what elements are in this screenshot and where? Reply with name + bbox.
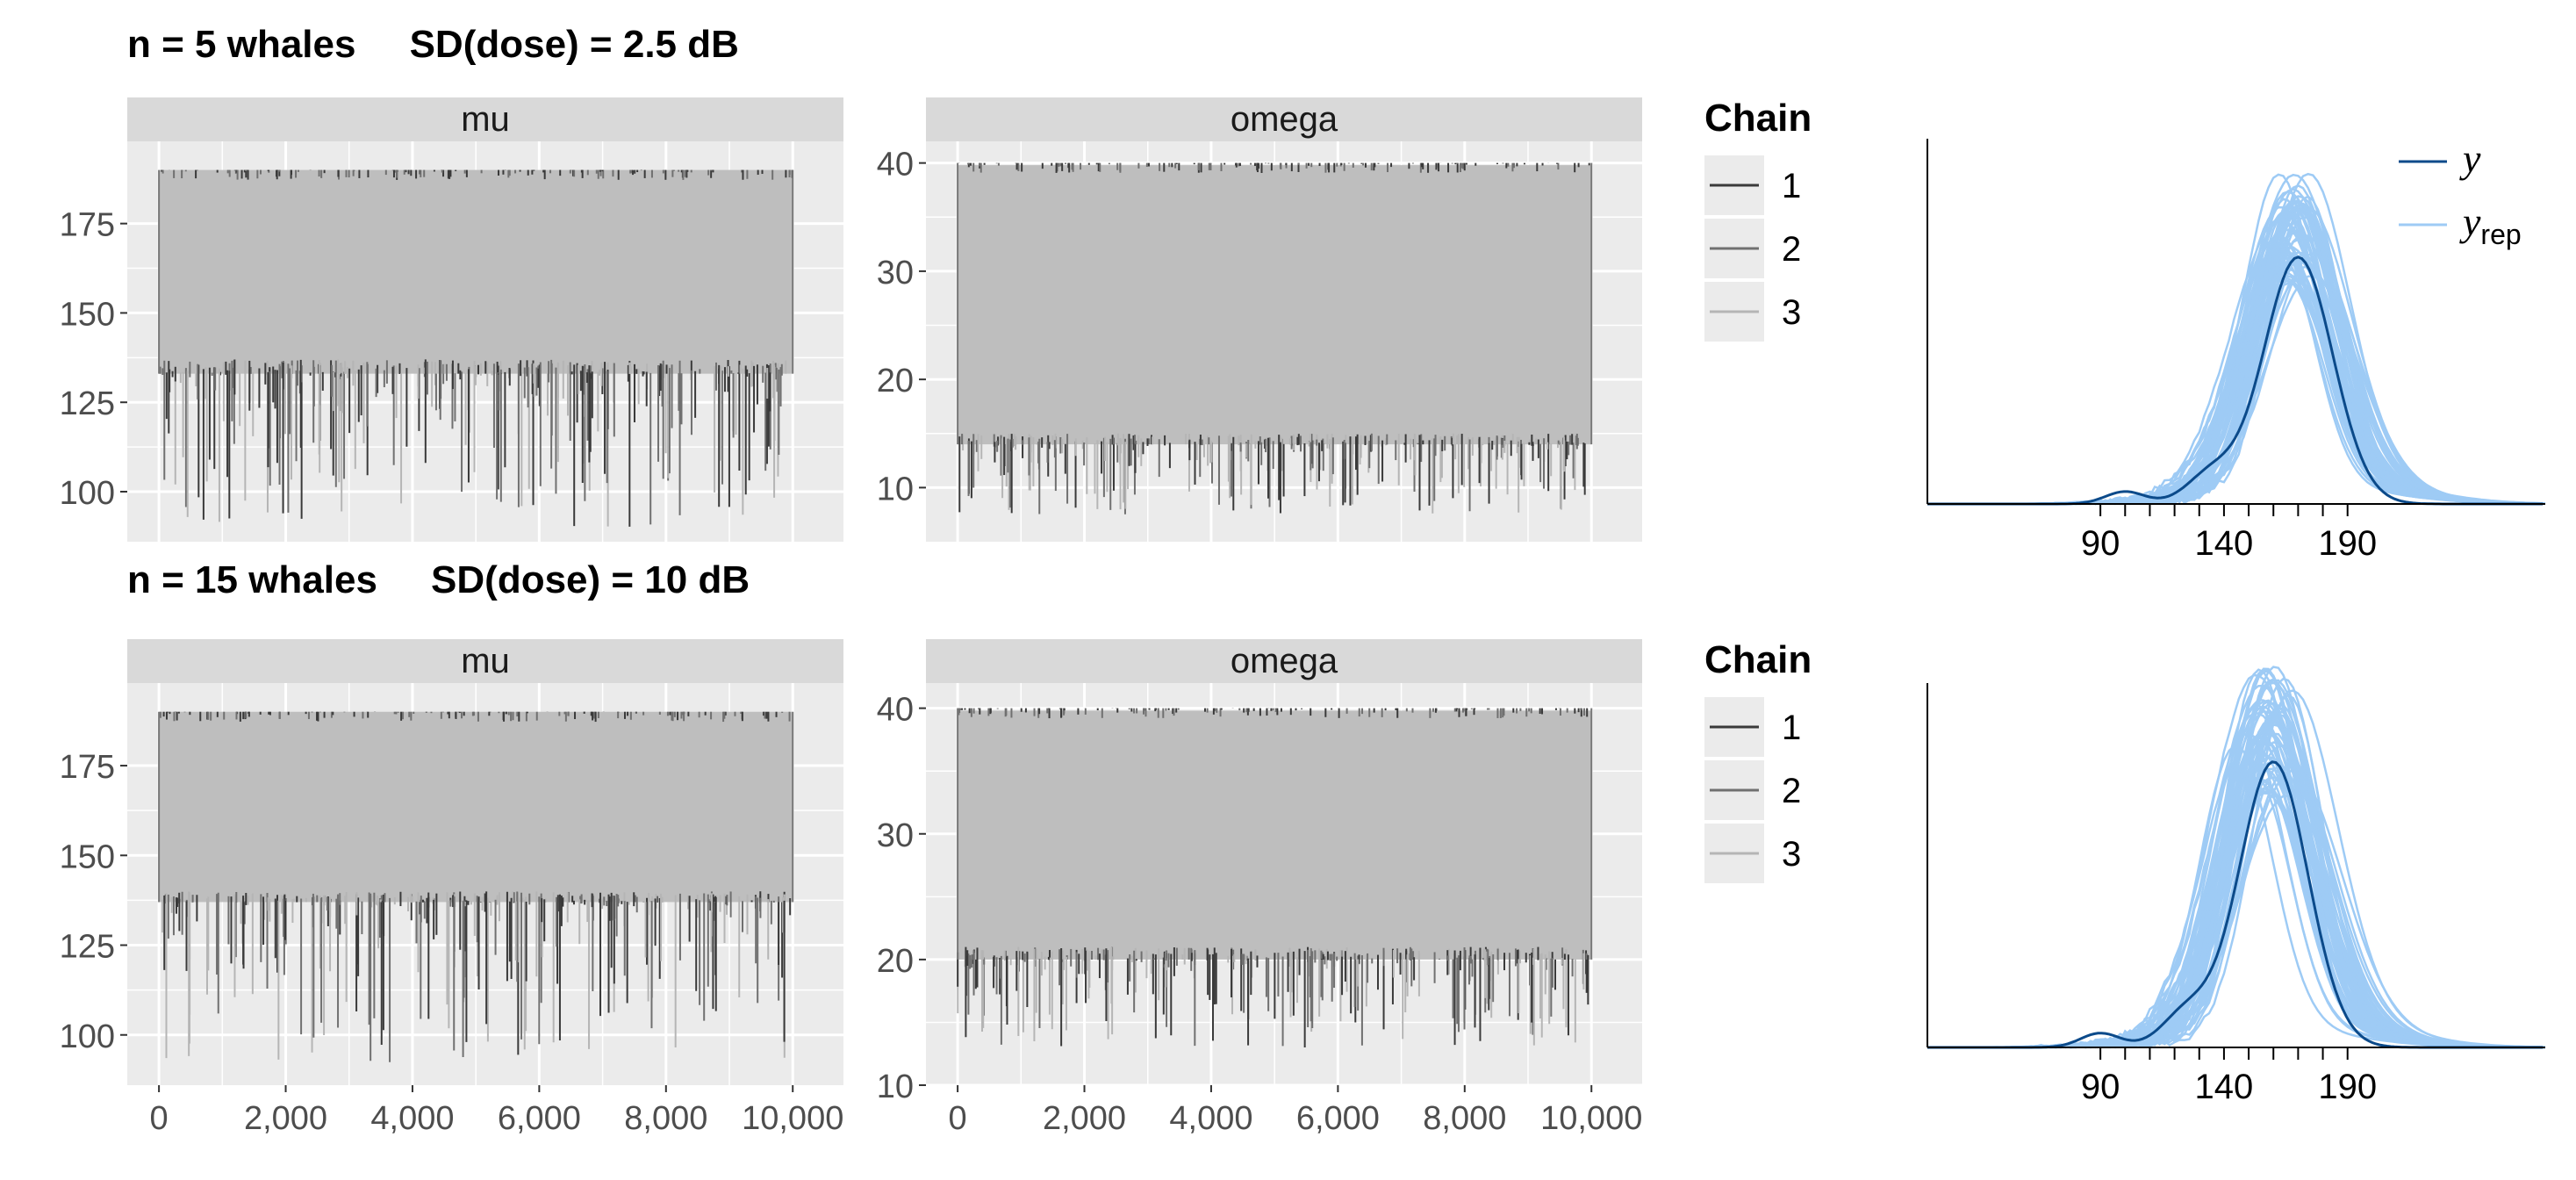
y-tick-label: 30 — [877, 817, 914, 854]
legend-label: 2 — [1782, 772, 1801, 810]
y-tick-label: 100 — [60, 475, 115, 512]
chain-legend-1: Chain 1 2 3 — [1704, 97, 1812, 342]
y-tick-label: 150 — [60, 296, 115, 333]
legend-label: 1 — [1782, 167, 1801, 205]
row-title-top: n = 5 whales SD(dose) = 2.5 dB — [127, 23, 739, 66]
y-tick-label: 100 — [60, 1018, 115, 1055]
facet-strip — [127, 97, 843, 141]
trace-panel-mu-1: mu 100 125 150 175 — [60, 97, 843, 542]
legend-label-yrep-main: y — [2459, 199, 2481, 244]
trace-band — [958, 165, 1592, 445]
ppc-panel-2: 90 140 190 — [1927, 666, 2546, 1106]
x-tick-label: 10,000 — [1540, 1100, 1642, 1137]
y-tick-label: 40 — [877, 147, 914, 183]
legend-label-y: y — [2459, 136, 2481, 181]
x-tick-label: 4,000 — [370, 1100, 454, 1137]
y-tick-label: 20 — [877, 943, 914, 980]
trace-panel-omega-2: omega 10 20 30 40 0 2,000 4,000 6,000 8,000 10,000 — [877, 639, 1642, 1137]
x-tick-label: 90 — [2081, 524, 2120, 563]
legend-label: 3 — [1782, 293, 1801, 332]
chain-legend-2: Chain 1 2 3 — [1704, 638, 1812, 883]
ppc-panel-1: 90 140 190 — [1927, 139, 2546, 563]
facet-strip — [127, 639, 843, 683]
x-tick-label: 140 — [2195, 524, 2254, 563]
x-tick-label: 8,000 — [624, 1100, 707, 1137]
x-tick-label: 8,000 — [1423, 1100, 1506, 1137]
trace-panel-mu-2: mu 100 125 150 175 0 2,000 4,000 6,000 8,000 10,00… — [60, 639, 843, 1137]
x-tick-label: 6,000 — [1296, 1100, 1380, 1137]
legend-label-yrep: yrep — [2459, 199, 2522, 250]
legend-label: 1 — [1782, 709, 1801, 747]
trace-band — [159, 169, 793, 374]
y-tick-label: 125 — [60, 929, 115, 966]
legend-title: Chain — [1704, 638, 1812, 681]
legend-label: 2 — [1782, 230, 1801, 269]
x-tick-label: 190 — [2318, 524, 2377, 563]
x-tick-label: 2,000 — [244, 1100, 327, 1137]
y-tick-label: 175 — [60, 207, 115, 244]
x-tick-label: 4,000 — [1169, 1100, 1252, 1137]
x-tick-label: 0 — [150, 1100, 169, 1137]
x-tick-label: 10,000 — [742, 1100, 843, 1137]
facet-strip — [926, 639, 1642, 683]
y-tick-label: 10 — [877, 1068, 914, 1105]
y-tick-label: 20 — [877, 363, 914, 399]
y-tick-label: 175 — [60, 749, 115, 786]
facet-strip-label: omega — [1231, 100, 1338, 139]
x-tick-label: 6,000 — [498, 1100, 581, 1137]
x-tick-label: 2,000 — [1043, 1100, 1126, 1137]
legend-label: 3 — [1782, 835, 1801, 874]
trace-band — [958, 710, 1592, 960]
legend-title: Chain — [1704, 97, 1812, 140]
y-tick-label: 30 — [877, 255, 914, 291]
facet-strip-label: omega — [1231, 642, 1338, 680]
x-tick-label: 140 — [2195, 1068, 2254, 1106]
legend-label-yrep-subscript: rep — [2480, 219, 2521, 250]
x-tick-label: 190 — [2318, 1068, 2377, 1106]
trace-panel-omega-1: omega 10 20 30 40 — [877, 97, 1642, 542]
y-tick-label: 150 — [60, 838, 115, 875]
trace-band — [159, 711, 793, 903]
facet-strip-label: mu — [461, 100, 510, 139]
row-title-bottom: n = 15 whales SD(dose) = 10 dB — [127, 558, 750, 601]
y-tick-label: 125 — [60, 385, 115, 422]
x-tick-label: 0 — [949, 1100, 967, 1137]
x-tick-label: 90 — [2081, 1068, 2120, 1106]
y-tick-label: 10 — [877, 471, 914, 507]
facet-strip — [926, 97, 1642, 141]
y-tick-label: 40 — [877, 692, 914, 729]
facet-strip-label: mu — [461, 642, 510, 680]
